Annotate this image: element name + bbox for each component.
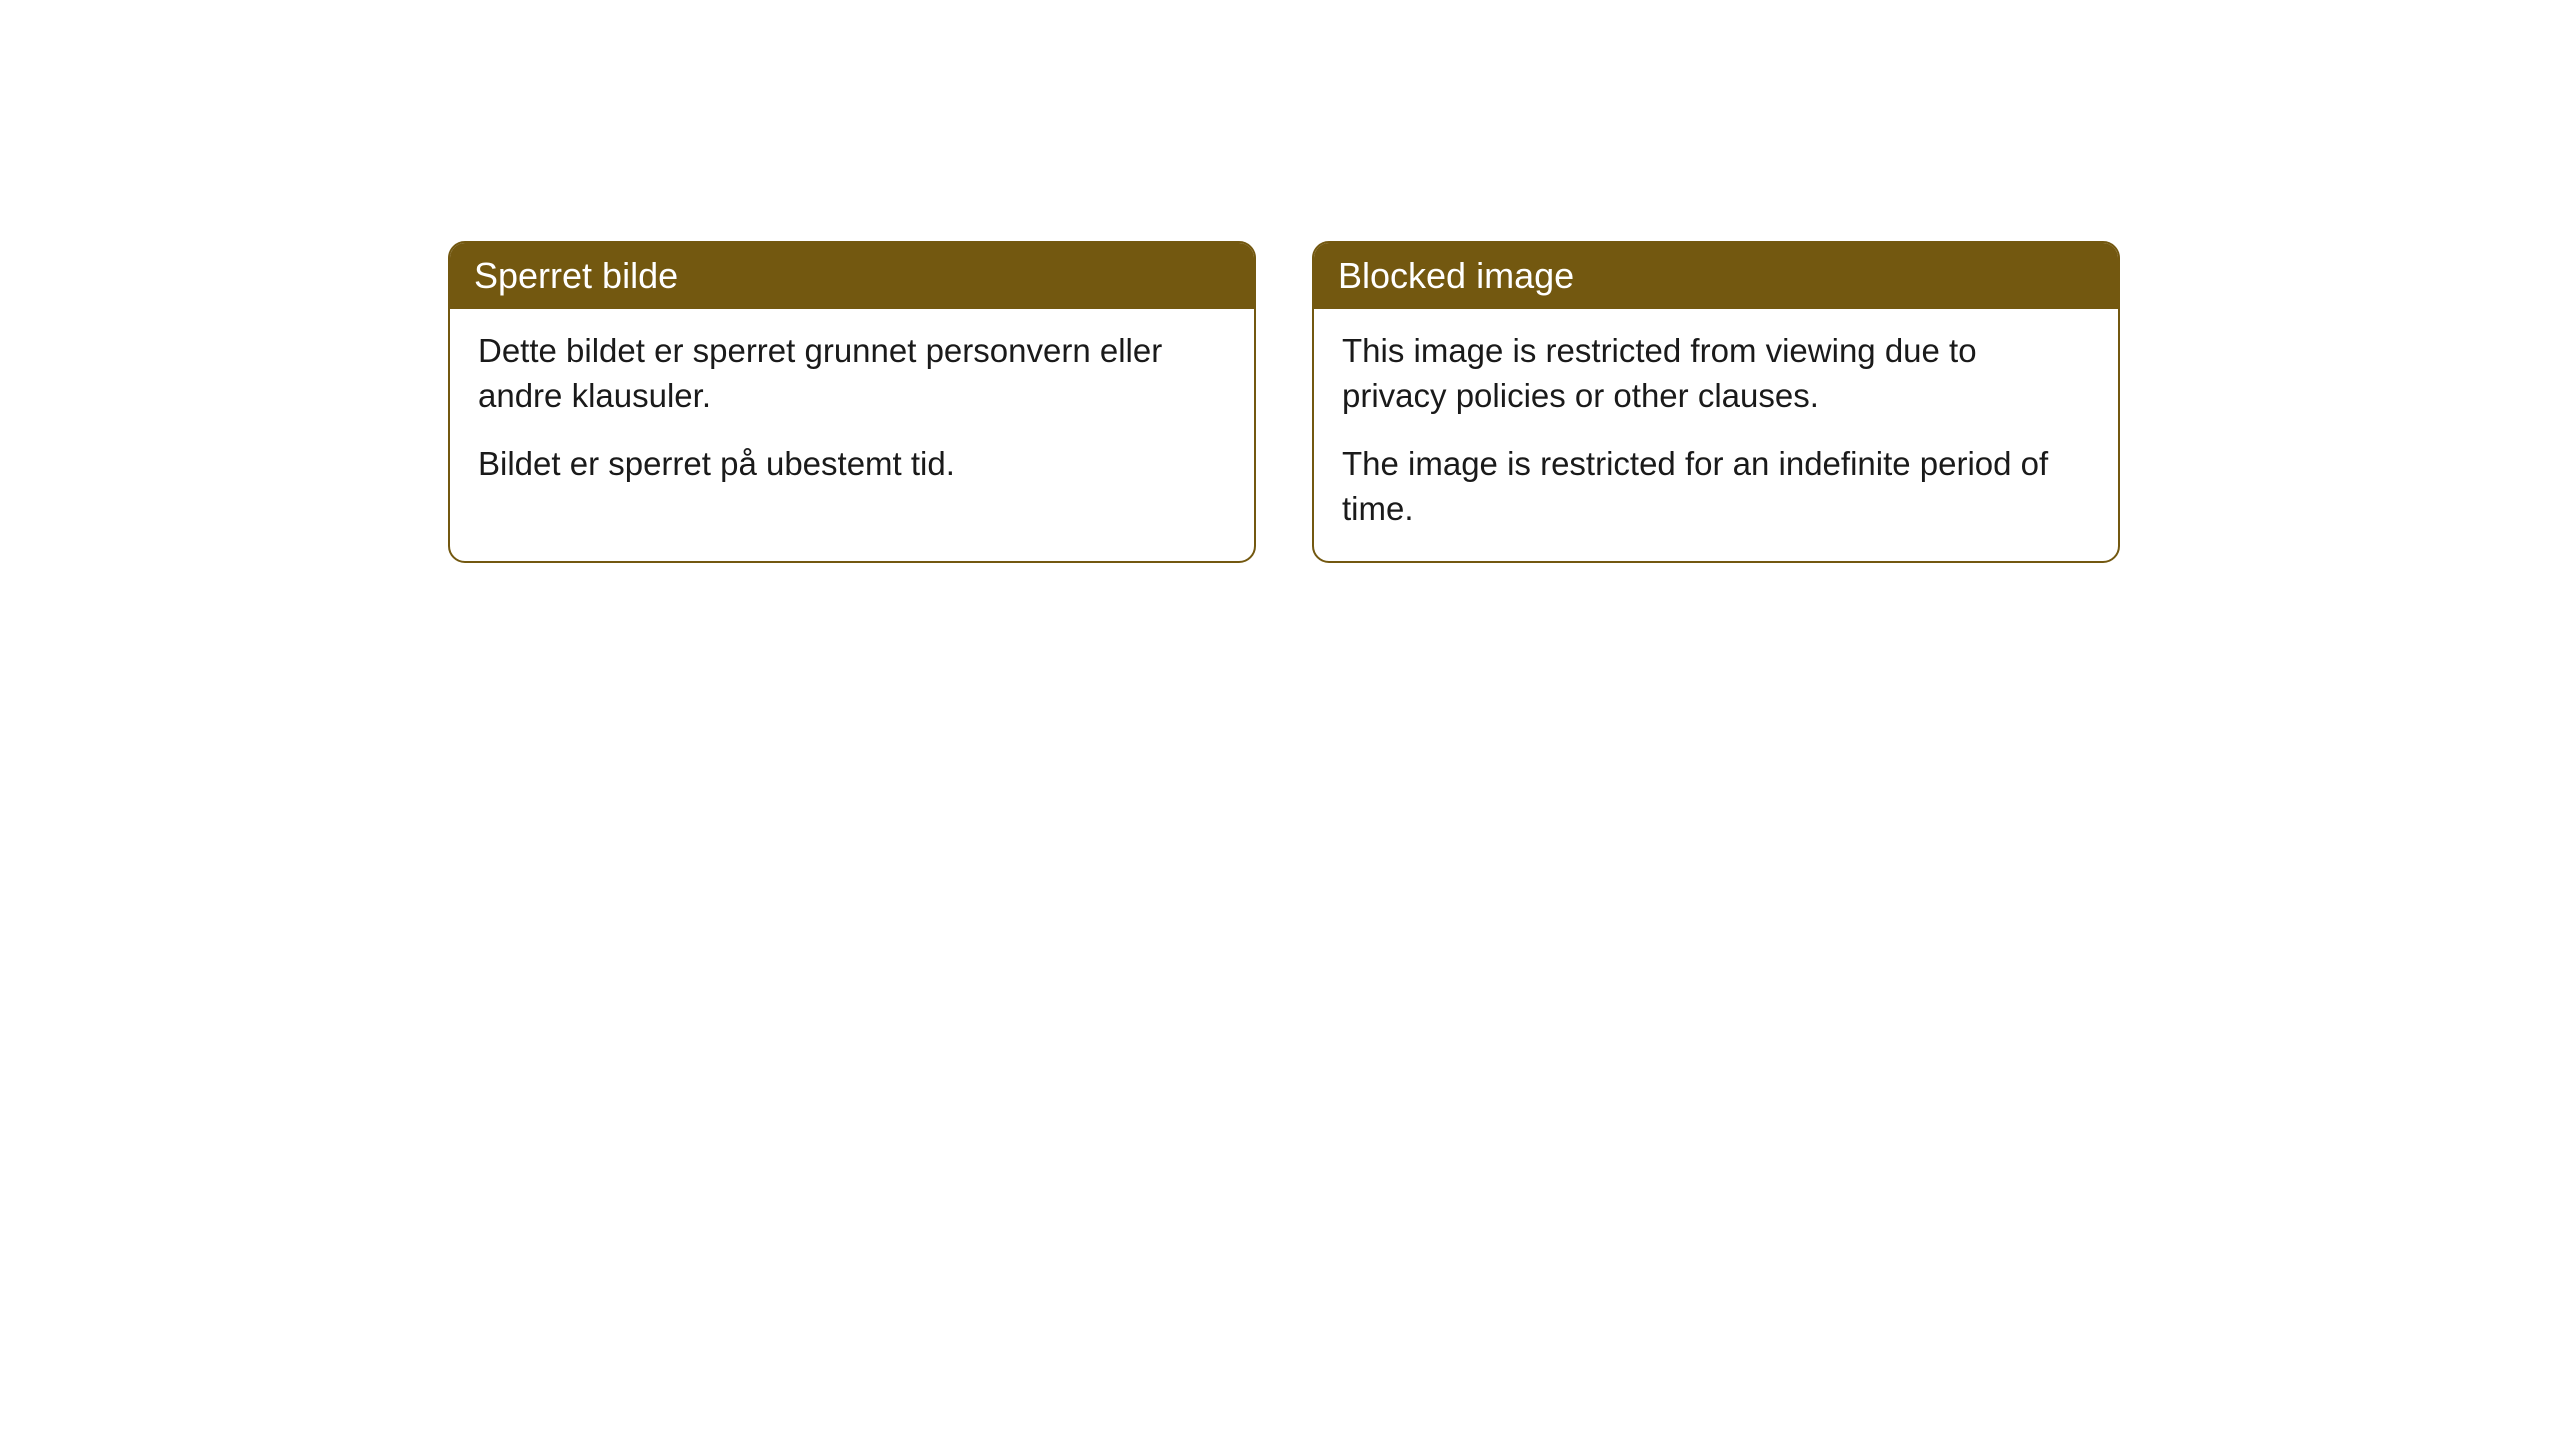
notice-cards-container: Sperret bilde Dette bildet er sperret gr… — [448, 241, 2120, 563]
card-title-norwegian: Sperret bilde — [474, 255, 678, 296]
card-paragraph-1-english: This image is restricted from viewing du… — [1342, 329, 2090, 418]
card-header-english: Blocked image — [1314, 243, 2118, 309]
blocked-image-card-english: Blocked image This image is restricted f… — [1312, 241, 2120, 563]
card-paragraph-2-english: The image is restricted for an indefinit… — [1342, 442, 2090, 531]
blocked-image-card-norwegian: Sperret bilde Dette bildet er sperret gr… — [448, 241, 1256, 563]
card-header-norwegian: Sperret bilde — [450, 243, 1254, 309]
card-body-english: This image is restricted from viewing du… — [1314, 309, 2118, 561]
card-paragraph-1-norwegian: Dette bildet er sperret grunnet personve… — [478, 329, 1226, 418]
card-paragraph-2-norwegian: Bildet er sperret på ubestemt tid. — [478, 442, 1226, 487]
card-body-norwegian: Dette bildet er sperret grunnet personve… — [450, 309, 1254, 517]
card-title-english: Blocked image — [1338, 255, 1574, 296]
